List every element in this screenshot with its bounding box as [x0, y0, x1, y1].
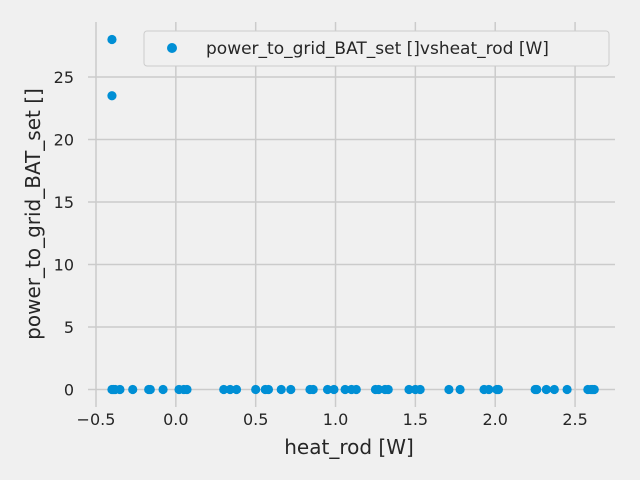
y-tick-label: 15 [54, 193, 74, 212]
data-point [158, 384, 168, 395]
x-tick-label: 2.5 [562, 410, 587, 429]
data-point [484, 384, 494, 395]
y-tick-label: 25 [54, 68, 74, 87]
data-point [383, 384, 393, 395]
legend-box [143, 30, 610, 67]
data-point [351, 384, 361, 395]
data-points [107, 34, 599, 395]
data-point [562, 384, 572, 395]
plot-area [88, 22, 615, 407]
legend-label: power_to_grid_BAT_set []vsheat_rod [W] [206, 39, 549, 59]
data-point [276, 384, 286, 395]
data-point [404, 384, 414, 395]
data-point [107, 34, 117, 45]
x-tick-label: 1.5 [403, 410, 428, 429]
y-tick-label: 5 [64, 318, 74, 337]
data-point [340, 384, 350, 395]
data-point [115, 384, 125, 395]
data-point [231, 384, 242, 395]
y-tick-label: 0 [64, 381, 74, 400]
data-point [219, 384, 229, 395]
data-point [415, 384, 425, 395]
data-point [107, 91, 117, 101]
y-tick-label: 20 [54, 131, 74, 150]
data-point [374, 384, 384, 395]
y-axis-label: power_to_grid_BAT_set [] [21, 88, 45, 340]
data-point [589, 384, 599, 395]
x-tick-label: 0.0 [163, 410, 188, 429]
x-tick-label: 2.0 [483, 410, 508, 429]
x-tick-label: 0.5 [243, 410, 268, 429]
data-point [549, 384, 559, 395]
data-point [444, 384, 454, 395]
data-point [322, 384, 333, 395]
y-tick-labels: 0 5 10 15 20 25 [54, 68, 74, 400]
data-point [225, 384, 235, 395]
y-tick-label: 10 [54, 256, 74, 275]
data-point [308, 384, 318, 395]
data-point [455, 384, 465, 395]
data-point [251, 384, 261, 395]
x-tick-label: −0.5 [77, 410, 116, 429]
data-point [263, 384, 274, 395]
data-point [541, 384, 551, 395]
data-point [532, 384, 542, 395]
data-point [145, 384, 155, 395]
data-point [128, 384, 138, 395]
x-tick-label: 1.0 [323, 410, 348, 429]
x-axis-label: heat_rod [W] [284, 435, 414, 459]
data-point [493, 384, 504, 395]
legend: power_to_grid_BAT_set []vsheat_rod [W] [143, 30, 610, 67]
data-point [182, 384, 192, 395]
data-point [286, 384, 296, 395]
legend-marker [167, 43, 177, 53]
data-point [329, 384, 339, 395]
x-tick-labels: −0.5 0.0 0.5 1.0 1.5 2.0 2.5 [77, 410, 588, 429]
grid [88, 22, 615, 407]
